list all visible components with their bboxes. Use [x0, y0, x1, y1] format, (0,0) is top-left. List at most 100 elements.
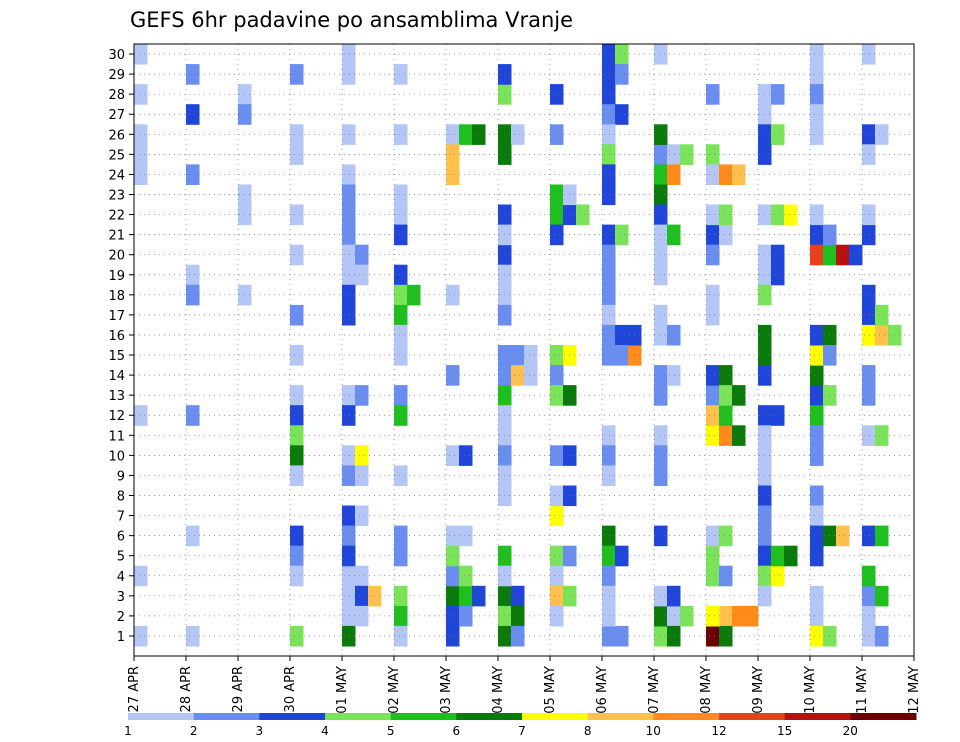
heatmap-cell: [602, 284, 616, 306]
heatmap-cell: [342, 184, 356, 206]
heatmap-cell: [862, 385, 876, 406]
heatmap-cell: [342, 264, 356, 286]
heatmap-cell: [732, 385, 746, 406]
heatmap-cell: [290, 465, 304, 486]
heatmap-cell: [342, 565, 356, 587]
heatmap-cell: [706, 84, 720, 105]
heatmap-cell: [732, 425, 746, 446]
heatmap-cell: [810, 365, 824, 386]
heatmap-cell: [186, 264, 200, 286]
heatmap-cell: [524, 365, 538, 386]
heatmap-cell: [394, 345, 408, 366]
x-tick-label: 30 APR: [283, 666, 298, 712]
heatmap-cell: [784, 545, 798, 567]
heatmap-cell: [719, 164, 733, 185]
heatmap-cell: [472, 585, 486, 607]
x-tick-label: 04 MAY: [491, 666, 506, 714]
heatmap-cell: [446, 585, 460, 607]
y-tick-label: 18: [108, 289, 125, 304]
heatmap-cell: [602, 164, 616, 185]
heatmap-cell: [290, 565, 304, 587]
heatmap-cell: [810, 485, 824, 507]
heatmap-cell: [732, 605, 746, 627]
heatmap-cell: [771, 405, 785, 426]
y-tick-label: 5: [117, 550, 125, 565]
heatmap-cell: [355, 465, 369, 486]
heatmap-cell: [524, 345, 538, 366]
heatmap-cell: [654, 585, 668, 607]
heatmap-cell: [511, 345, 525, 366]
heatmap-cell: [706, 204, 720, 226]
y-axis: 1234567891011121314151617181920212223242…: [108, 48, 134, 645]
heatmap-cell: [654, 425, 668, 446]
heatmap-cell: [654, 525, 668, 547]
colorbar-swatch: [259, 713, 326, 720]
heatmap-cell: [602, 605, 616, 627]
heatmap-cell: [602, 525, 616, 547]
heatmap-cell: [342, 385, 356, 406]
heatmap-cell: [602, 184, 616, 206]
x-tick-label: 28 APR: [179, 666, 194, 712]
heatmap-cell: [667, 164, 681, 185]
colorbar-label: 2: [190, 724, 198, 738]
heatmap-cell: [654, 44, 668, 65]
heatmap-cell: [550, 365, 564, 386]
heatmap-cell: [862, 605, 876, 627]
heatmap-cell: [810, 224, 824, 246]
heatmap-cell: [654, 204, 668, 226]
heatmap-cell: [355, 445, 369, 466]
heatmap-cell: [667, 224, 681, 246]
heatmap-cell: [615, 545, 629, 567]
heatmap-cell: [810, 204, 824, 226]
heatmap-cell: [550, 565, 564, 587]
y-tick-label: 2: [117, 610, 125, 625]
heatmap-cell: [810, 405, 824, 426]
heatmap-cell: [355, 565, 369, 587]
heatmap-cell: [342, 405, 356, 426]
heatmap-cell: [810, 84, 824, 105]
x-tick-label: 07 MAY: [647, 666, 662, 714]
y-tick-label: 29: [108, 68, 125, 83]
heatmap-cell: [290, 445, 304, 466]
heatmap-cell: [654, 304, 668, 326]
heatmap-cell: [134, 164, 148, 185]
heatmap-cell: [446, 144, 460, 165]
y-tick-label: 16: [108, 329, 125, 344]
y-tick-label: 19: [108, 269, 125, 284]
heatmap-cell: [810, 44, 824, 65]
heatmap-cell: [446, 284, 460, 306]
heatmap-cell: [719, 565, 733, 587]
heatmap-cell: [186, 405, 200, 426]
heatmap-cell: [342, 124, 356, 145]
heatmap-cell: [654, 365, 668, 386]
heatmap-cell: [394, 264, 408, 286]
heatmap-cell: [459, 445, 473, 466]
y-tick-label: 10: [108, 449, 125, 464]
heatmap-cell: [394, 465, 408, 486]
heatmap-cell: [186, 104, 200, 125]
heatmap-cell: [290, 545, 304, 567]
heatmap-cell: [446, 545, 460, 567]
heatmap-cell: [576, 204, 590, 226]
heatmap-cell: [446, 605, 460, 627]
heatmap-cell: [550, 204, 564, 226]
heatmap-cell: [836, 244, 850, 266]
y-tick-label: 1: [117, 630, 125, 645]
heatmap-cell: [615, 64, 629, 85]
heatmap-cell: [290, 405, 304, 426]
heatmap-cell: [394, 204, 408, 226]
heatmap-cell: [290, 64, 304, 85]
heatmap-cell: [290, 144, 304, 165]
heatmap-cell: [602, 345, 616, 366]
heatmap-cell: [667, 365, 681, 386]
heatmap-cell: [394, 605, 408, 627]
heatmap-cell: [394, 304, 408, 326]
heatmap-cell: [875, 324, 889, 346]
heatmap-cell: [355, 244, 369, 266]
heatmap-cell: [446, 625, 460, 647]
heatmap-cell: [706, 304, 720, 326]
heatmap-cell: [342, 545, 356, 567]
heatmap-cell: [342, 204, 356, 226]
heatmap-cell: [602, 124, 616, 145]
colorbar-swatch: [128, 713, 195, 720]
